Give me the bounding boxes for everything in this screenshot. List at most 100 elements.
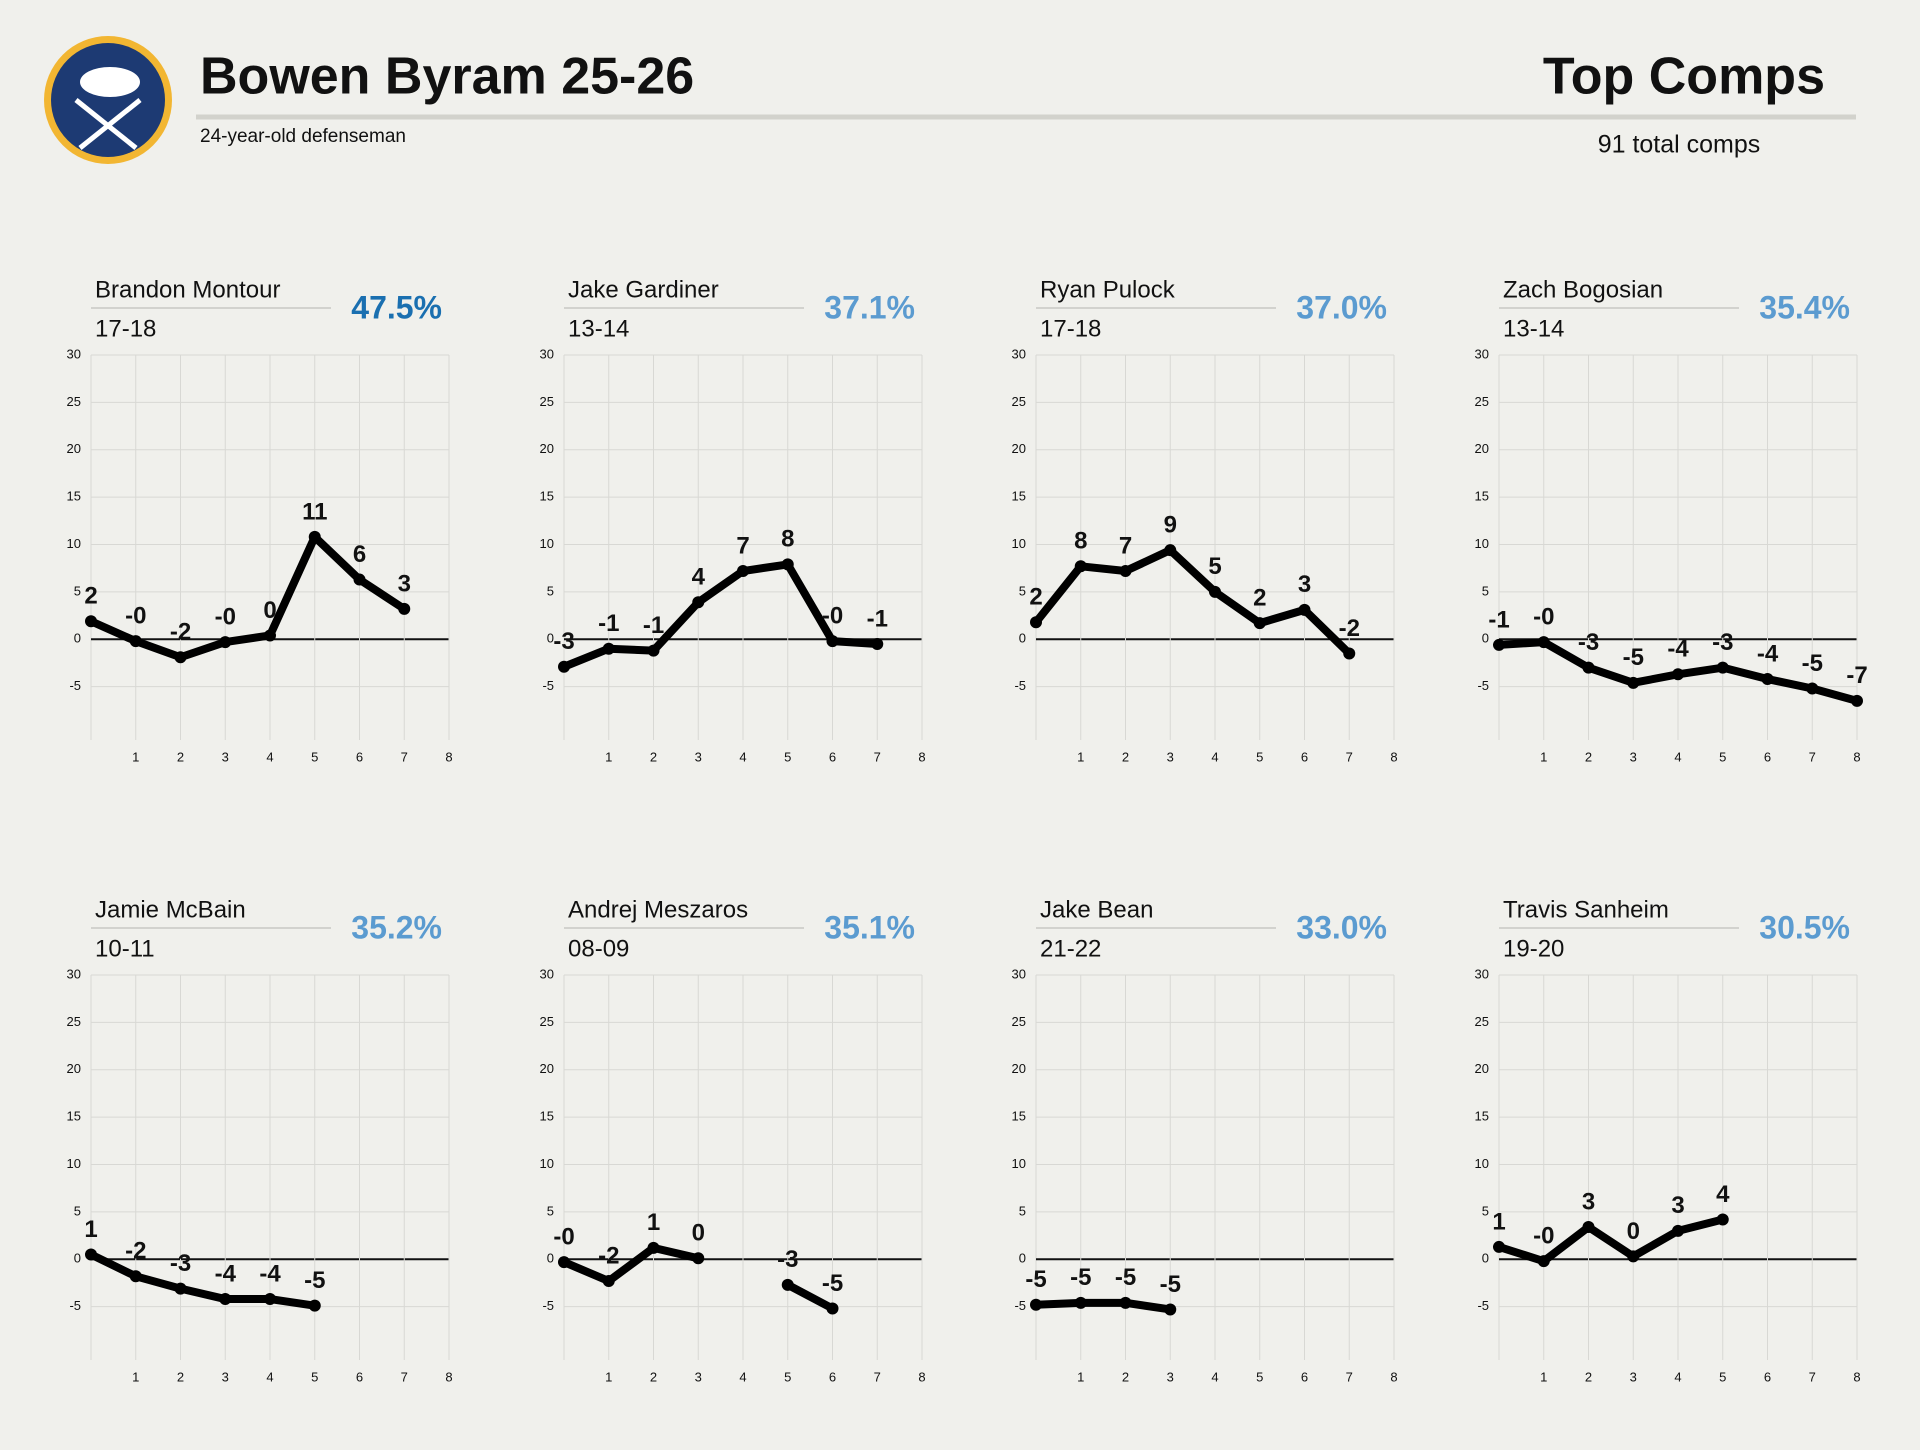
point [264,629,276,642]
value-label: 3 [1671,1192,1684,1219]
y-tick-label: 25 [1475,394,1489,409]
point [737,565,749,578]
y-tick-label: 30 [540,346,554,361]
point [602,642,615,655]
value-label: 6 [353,541,366,568]
point [826,635,839,648]
series-line [89,532,407,662]
logo-buffalo [80,67,140,97]
value-label: -0 [553,1223,574,1250]
comp-name: Andrej Meszaros [568,896,748,923]
x-tick-label: 1 [132,749,139,764]
comp-similarity: 37.1% [824,289,915,325]
x-tick-label: 7 [1346,749,1353,764]
value-label: 0 [1627,1218,1640,1245]
comp-season: 13-14 [1503,315,1564,342]
value-label: 1 [84,1216,97,1243]
point [1627,676,1640,689]
y-tick-label: 15 [1475,489,1489,504]
y-tick-label: 0 [547,631,554,646]
y-tick-label: 5 [1019,1203,1026,1218]
point [558,660,570,673]
x-tick-label: 7 [1809,749,1816,764]
x-tick-label: 5 [1719,1369,1726,1384]
value-label: -7 [1846,662,1867,689]
y-tick-label: 20 [540,441,554,456]
point [174,1282,187,1295]
value-label: 0 [692,1220,705,1247]
point [1537,1255,1550,1268]
comp-similarity: 37.0% [1296,289,1387,325]
x-tick-label: 5 [1256,749,1263,764]
y-tick-label: 15 [67,489,81,504]
point [1298,603,1311,616]
x-tick-label: 8 [1853,1369,1860,1384]
x-tick-label: 6 [356,1369,363,1384]
y-tick-label: 15 [1012,1109,1026,1124]
point [219,1293,232,1306]
value-label: 9 [1164,512,1177,539]
point [647,1241,660,1254]
x-tick-label: 2 [1585,749,1592,764]
comp-name: Zach Bogosian [1503,276,1663,303]
value-label: 1 [647,1209,660,1236]
comp-similarity: 33.0% [1296,909,1387,945]
point [1253,617,1266,630]
y-tick-label: 15 [540,489,554,504]
x-tick-label: 7 [401,1369,408,1384]
point [353,573,366,586]
logo-disc [51,43,165,157]
team-logo [44,36,172,164]
y-tick-label: 30 [67,346,81,361]
x-tick-label: 7 [1809,1369,1816,1384]
x-tick-label: 4 [739,749,746,764]
y-tick-label: -5 [542,678,554,693]
x-tick-label: 1 [1077,1369,1084,1384]
point [1343,647,1356,660]
y-tick-label: 0 [1482,1251,1489,1266]
x-tick-label: 4 [739,1369,746,1384]
point [692,596,705,609]
value-label: -4 [259,1260,281,1287]
x-tick-label: 5 [311,1369,318,1384]
x-tick-label: 3 [1167,1369,1174,1384]
y-tick-label: -5 [69,1298,81,1313]
x-tick-label: 5 [784,1369,791,1384]
series-line [1035,1298,1171,1314]
value-label: -5 [1025,1266,1046,1293]
point [1164,544,1177,557]
value-label: -0 [1533,1222,1554,1249]
value-label: 3 [1582,1188,1595,1215]
section-title: Top Comps [1543,48,1825,106]
value-label: -0 [822,602,843,629]
value-label: 3 [398,570,411,597]
comp-name: Jake Bean [1040,896,1153,923]
y-tick-label: 20 [67,1061,81,1076]
value-label: -4 [215,1260,237,1287]
y-tick-label: 20 [1475,441,1489,456]
point [85,1248,97,1261]
point [1851,694,1863,707]
x-tick-label: 4 [266,749,273,764]
value-label: -3 [170,1250,191,1277]
x-tick-label: 1 [1077,749,1084,764]
x-tick-label: 8 [1390,1369,1397,1384]
x-tick-label: 3 [695,749,702,764]
x-tick-label: 1 [605,1369,612,1384]
value-label: 0 [263,597,276,624]
point [558,1256,570,1269]
x-tick-label: 6 [1301,749,1308,764]
x-tick-label: 8 [445,1369,452,1384]
point [1672,668,1684,681]
value-label: -0 [215,603,236,630]
y-tick-label: 0 [1482,631,1489,646]
x-tick-label: 4 [266,1369,273,1384]
value-label: 8 [1074,528,1087,555]
value-label: 7 [1119,532,1132,559]
y-tick-label: 10 [1475,1156,1489,1171]
x-tick-label: 2 [1585,1369,1592,1384]
x-tick-label: 7 [874,749,881,764]
value-label: -2 [1339,615,1360,642]
series-line [562,1243,835,1313]
value-label: -1 [643,612,664,639]
